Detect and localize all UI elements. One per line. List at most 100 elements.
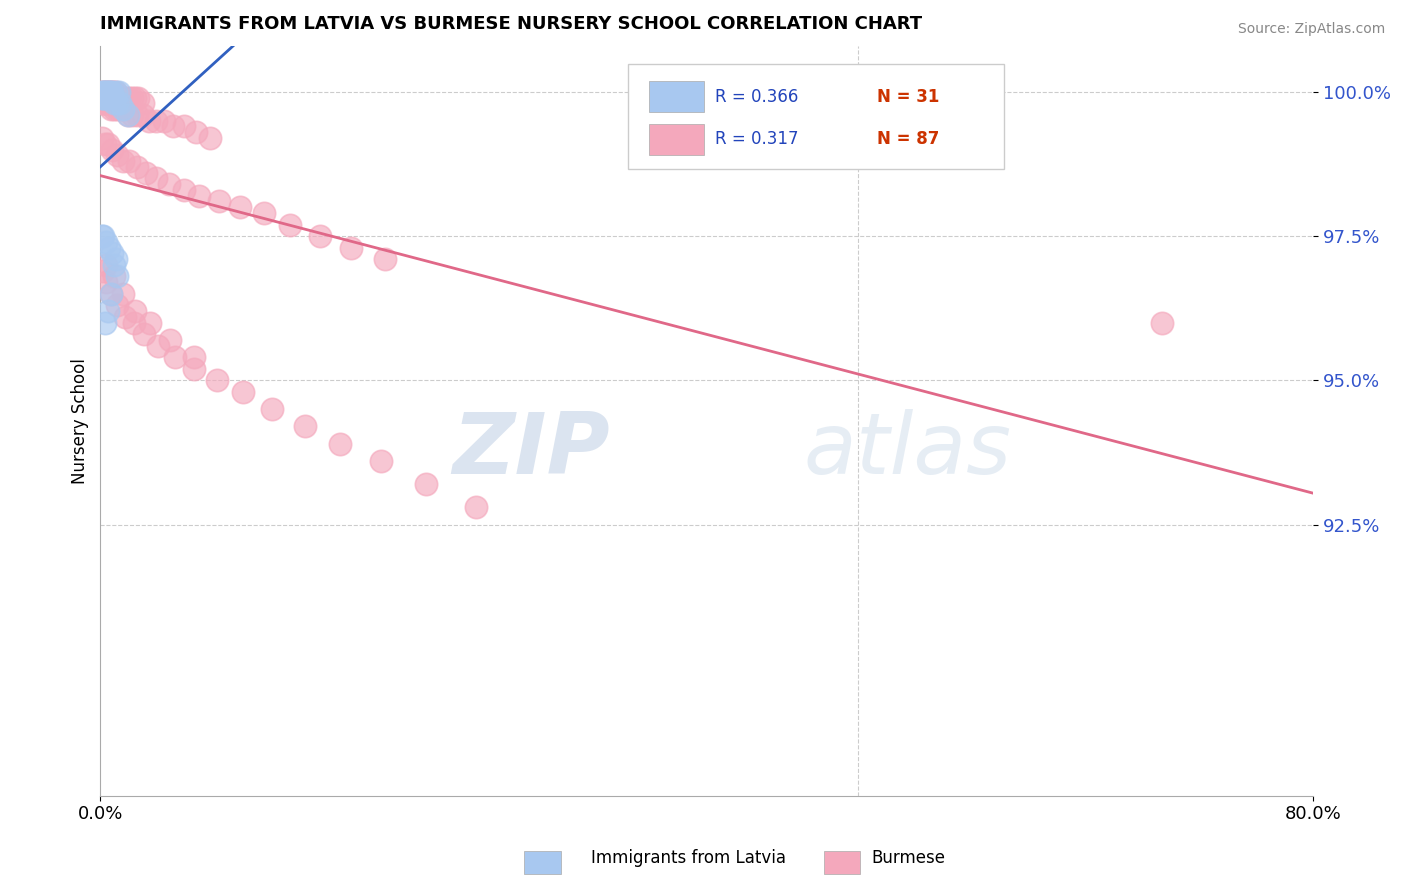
Point — [93, 85, 115, 99]
Text: R = 0.317: R = 0.317 — [716, 130, 799, 148]
Point — [183, 361, 205, 376]
Point — [115, 90, 138, 104]
Point — [145, 171, 167, 186]
Point — [135, 166, 157, 180]
Point — [260, 402, 283, 417]
Point — [139, 316, 162, 330]
Point — [100, 102, 122, 116]
Point — [93, 96, 115, 111]
Point — [103, 102, 125, 116]
Point — [104, 252, 127, 267]
FancyBboxPatch shape — [628, 64, 1004, 169]
Point — [145, 113, 167, 128]
Point — [122, 316, 145, 330]
Point — [370, 454, 392, 468]
Text: Immigrants from Latvia: Immigrants from Latvia — [591, 849, 786, 867]
Point — [108, 102, 131, 116]
Point — [96, 85, 118, 99]
Point — [98, 85, 121, 99]
Point — [101, 143, 124, 157]
Point — [124, 90, 146, 104]
FancyBboxPatch shape — [648, 81, 704, 112]
Point — [125, 160, 148, 174]
Point — [153, 113, 176, 128]
Point — [104, 85, 127, 99]
Point — [118, 154, 141, 169]
Point — [107, 90, 129, 104]
Point — [117, 108, 139, 122]
Point — [97, 136, 120, 151]
Point — [112, 286, 135, 301]
Y-axis label: Nursery School: Nursery School — [72, 358, 89, 483]
Text: Source: ZipAtlas.com: Source: ZipAtlas.com — [1237, 22, 1385, 37]
Point — [205, 373, 228, 387]
Point — [103, 85, 125, 99]
Point — [93, 229, 115, 244]
Point — [118, 90, 141, 104]
Point — [159, 333, 181, 347]
Point — [157, 177, 180, 191]
Point — [121, 90, 143, 104]
Point — [93, 85, 115, 99]
Point — [112, 102, 135, 116]
Point — [108, 96, 131, 111]
Point — [146, 339, 169, 353]
Point — [162, 120, 184, 134]
Point — [339, 241, 361, 255]
Point — [103, 96, 125, 111]
Point — [198, 131, 221, 145]
Point — [374, 252, 396, 267]
Point — [101, 246, 124, 260]
Point — [105, 102, 128, 116]
Point — [100, 286, 122, 301]
Point — [415, 477, 437, 491]
Point — [309, 229, 332, 244]
Point — [96, 275, 118, 289]
Point — [101, 85, 124, 99]
Point — [94, 96, 117, 111]
Point — [98, 85, 121, 99]
Point — [93, 263, 115, 277]
Point — [104, 85, 127, 99]
Text: IMMIGRANTS FROM LATVIA VS BURMESE NURSERY SCHOOL CORRELATION CHART: IMMIGRANTS FROM LATVIA VS BURMESE NURSER… — [100, 15, 922, 33]
Point — [94, 136, 117, 151]
Point — [278, 218, 301, 232]
Point — [173, 183, 195, 197]
Text: N = 31: N = 31 — [876, 87, 939, 105]
Point — [163, 350, 186, 364]
Point — [117, 108, 139, 122]
Point — [105, 96, 128, 111]
Point — [97, 304, 120, 318]
Point — [96, 258, 118, 272]
Point — [187, 188, 209, 202]
Point — [105, 148, 128, 162]
Point — [96, 235, 118, 249]
Text: ZIP: ZIP — [453, 409, 610, 492]
Point — [94, 90, 117, 104]
Point — [97, 90, 120, 104]
Point — [124, 304, 146, 318]
Point — [112, 154, 135, 169]
Point — [184, 125, 207, 139]
Point — [100, 286, 122, 301]
Point — [101, 85, 124, 99]
Point — [105, 269, 128, 284]
Point — [97, 96, 120, 111]
Point — [232, 384, 254, 399]
Point — [105, 90, 128, 104]
Point — [127, 90, 149, 104]
Point — [90, 96, 112, 111]
Point — [90, 85, 112, 99]
Point — [1150, 316, 1173, 330]
Point — [90, 229, 112, 244]
Point — [96, 85, 118, 99]
Point — [253, 206, 276, 220]
Point — [183, 350, 205, 364]
Point — [97, 85, 120, 99]
Text: R = 0.366: R = 0.366 — [716, 87, 799, 105]
Point — [108, 90, 131, 104]
FancyBboxPatch shape — [648, 124, 704, 155]
Point — [100, 85, 122, 99]
Point — [103, 269, 125, 284]
Point — [90, 131, 112, 145]
